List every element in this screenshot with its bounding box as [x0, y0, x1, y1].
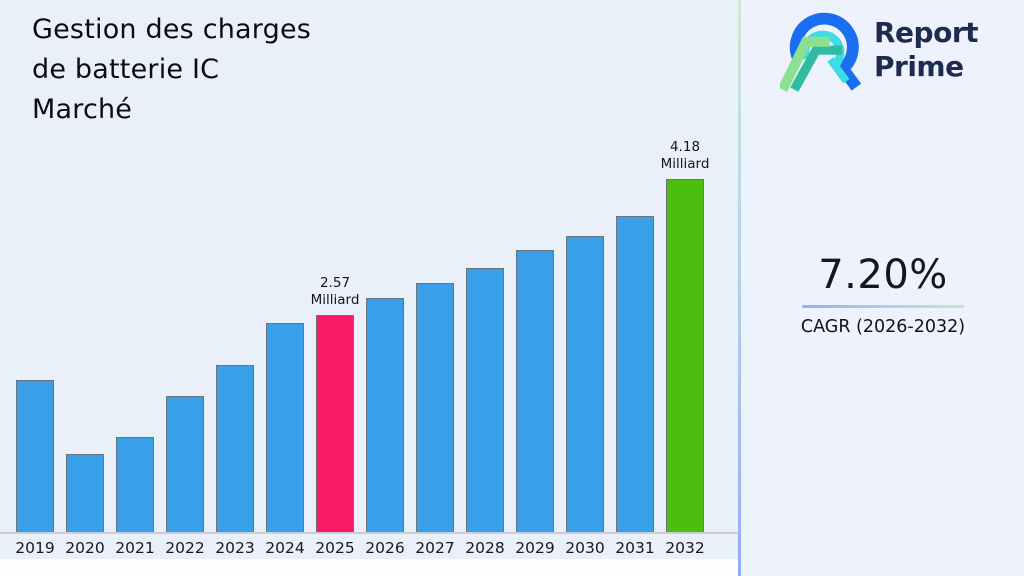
chart-panel: Gestion des charges de batterie IC March… — [0, 10, 739, 576]
title-line-1: Gestion des charges — [32, 14, 312, 45]
bar-2030 — [566, 236, 604, 533]
title-line-3: Marché — [32, 94, 133, 125]
bar-2028 — [466, 268, 504, 533]
bar-2022 — [166, 396, 204, 533]
axis-label-2023: 2023 — [215, 539, 255, 557]
bar-value-label-2025: 2.57 Milliard — [297, 275, 373, 309]
bar-2031 — [616, 216, 654, 533]
right-panel: Report Prime 7.20% CAGR (2026-2032) — [741, 0, 1024, 576]
axis-label-2031: 2031 — [615, 539, 655, 557]
panel-divider — [738, 0, 741, 576]
axis-label-2022: 2022 — [165, 539, 205, 557]
axis-label-2027: 2027 — [415, 539, 455, 557]
bar-2029 — [516, 250, 554, 533]
title-line-2: de batterie IC — [32, 54, 220, 85]
bar-value-unit: Milliard — [660, 156, 710, 172]
x-axis-line — [0, 532, 739, 534]
cagr-label: CAGR (2026-2032) — [800, 317, 966, 337]
bar-2026 — [366, 298, 404, 533]
cagr-underline — [802, 305, 964, 308]
bar-2020 — [66, 454, 104, 533]
bar-2024 — [266, 323, 304, 533]
bottom-strip — [0, 559, 738, 576]
bar-value-unit: Milliard — [310, 292, 360, 308]
axis-label-2032: 2032 — [665, 539, 705, 557]
axis-label-2024: 2024 — [265, 539, 305, 557]
axis-label-2029: 2029 — [515, 539, 555, 557]
bar-value-number: 4.18 — [669, 139, 701, 155]
axis-label-2030: 2030 — [565, 539, 605, 557]
bar-2025 — [316, 315, 354, 533]
bar-2027 — [416, 283, 454, 533]
axis-label-2019: 2019 — [15, 539, 55, 557]
bar-2023 — [216, 365, 254, 533]
report-prime-logo-icon — [780, 12, 862, 92]
bar-value-label-2032: 4.18 Milliard — [647, 139, 723, 173]
bar-2019 — [16, 380, 54, 533]
bar-2032 — [666, 179, 704, 533]
cagr-value: 7.20% — [818, 252, 948, 298]
brand-name-line-2: Prime — [874, 50, 964, 83]
cagr-block: 7.20% CAGR (2026-2032) — [763, 252, 1003, 337]
brand-name-line-1: Report — [874, 16, 979, 49]
axis-label-2025: 2025 — [315, 539, 355, 557]
bar-2021 — [116, 437, 154, 533]
axis-label-2021: 2021 — [115, 539, 155, 557]
page-title: Gestion des charges de batterie IC March… — [32, 10, 311, 130]
brand-logo: Report Prime — [780, 8, 979, 94]
axis-label-2026: 2026 — [365, 539, 405, 557]
bar-value-number: 2.57 — [319, 275, 351, 291]
axis-label-2028: 2028 — [465, 539, 505, 557]
brand-name: Report Prime — [874, 16, 979, 84]
axis-label-2020: 2020 — [65, 539, 105, 557]
